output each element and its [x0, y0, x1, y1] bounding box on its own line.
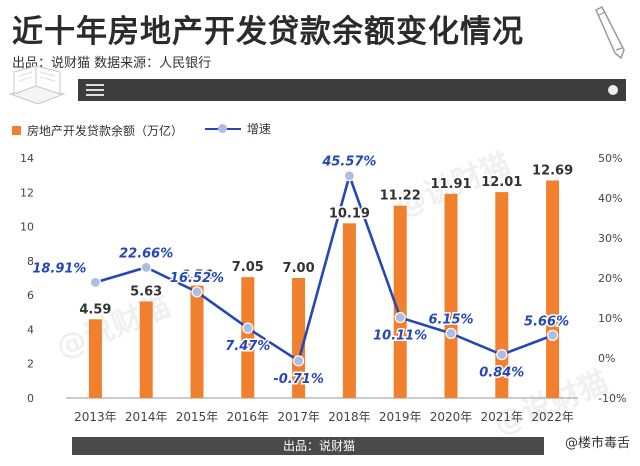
legend-label-line: 增速 [246, 122, 271, 136]
legend-item-line: 增速 [204, 120, 271, 137]
x-tick-label: 2017年 [277, 410, 320, 424]
bar [393, 205, 407, 398]
growth-line [95, 174, 554, 363]
x-tick-label: 2022年 [531, 410, 574, 424]
growth-point [445, 327, 457, 339]
bar [342, 223, 356, 398]
y-right-tick-label: 20% [598, 272, 622, 285]
x-tick-label: 2020年 [430, 410, 473, 424]
y-right-tick-label: 50% [598, 152, 622, 165]
growth-value-label: 5.66% [524, 314, 569, 329]
footer-credit: 出品：说财猫 [283, 439, 356, 453]
footer-bar [72, 437, 544, 455]
bar [292, 278, 306, 398]
bar [190, 285, 204, 398]
book-icon [8, 65, 66, 104]
y-left-tick-label: 8 [27, 255, 34, 268]
pencil-icon [595, 6, 625, 60]
bar-value-label: 10.19 [329, 206, 370, 221]
y-left-tick-label: 6 [27, 289, 34, 302]
growth-value-label: -0.71% [273, 372, 324, 387]
growth-value-label: 22.66% [119, 246, 173, 261]
y-left-tick-label: 4 [27, 323, 34, 336]
bar-value-label: 4.59 [79, 302, 111, 317]
growth-point [242, 322, 254, 334]
growth-point [191, 286, 203, 298]
bar-value-label: 7.05 [232, 260, 264, 275]
bar-value-label: 11.91 [430, 177, 471, 192]
y-right-tick-label: 40% [598, 192, 622, 205]
bar-value-label: 5.63 [130, 284, 162, 299]
x-tick-label: 2021年 [481, 410, 524, 424]
legend-item-bar: 房地产开发贷款余额（万亿） [12, 122, 183, 139]
x-tick-label: 2016年 [227, 410, 270, 424]
dot-icon [608, 85, 618, 95]
growth-point [546, 329, 559, 341]
y-right-tick-label: 0% [598, 352, 615, 365]
x-tick-label: 2019年 [379, 410, 422, 424]
growth-value-label: 16.52% [170, 271, 224, 286]
y-left-tick-label: 12 [20, 186, 34, 199]
growth-point [293, 355, 305, 367]
legend: 房地产开发贷款余额（万亿） 增速 [12, 120, 289, 139]
bar-value-label: 7.00 [283, 261, 315, 276]
y-left-tick-label: 2 [27, 358, 34, 371]
y-right-tick-label: 30% [598, 232, 622, 245]
bar [444, 193, 458, 398]
x-tick-label: 2015年 [176, 410, 219, 424]
x-tick-label: 2013年 [74, 410, 117, 424]
header-bar [78, 79, 626, 101]
growth-value-label: 10.11% [373, 329, 427, 344]
bar [495, 192, 509, 398]
x-tick-label: 2014年 [125, 410, 168, 424]
menu-icon [86, 84, 104, 96]
growth-value-label: 45.57% [321, 155, 376, 170]
bar-value-label: 12.01 [481, 175, 522, 190]
bar [546, 180, 560, 398]
source-tag: @楼市毒舌 [564, 436, 630, 451]
y-right-tick-label: 10% [598, 312, 622, 325]
growth-point [343, 170, 355, 182]
growth-point [140, 261, 152, 273]
chart-title: 近十年房地产开发贷款余额变化情况 [12, 14, 524, 50]
y-left-tick-label: 10 [20, 221, 34, 234]
growth-point [496, 349, 508, 361]
bar [139, 301, 153, 398]
growth-point [394, 311, 406, 324]
legend-swatch-bar [12, 125, 21, 135]
bar [88, 319, 102, 398]
chart-subtitle: 出品：说财猫 数据来源：人民银行 [12, 56, 212, 71]
bar-value-label: 6.56 [181, 269, 213, 284]
growth-value-label: 7.47% [225, 339, 270, 354]
bar [241, 277, 255, 398]
y-right-tick-label: -10% [598, 392, 626, 405]
legend-label-bar: 房地产开发贷款余额（万亿） [27, 123, 184, 138]
y-left-tick-label: 0 [27, 392, 34, 405]
bar-value-label: 12.69 [532, 163, 573, 178]
growth-value-label: 18.91% [32, 261, 86, 276]
growth-value-label: 0.84% [479, 366, 524, 381]
y-left-tick-label: 14 [20, 152, 34, 165]
legend-swatch-line [204, 123, 241, 135]
x-tick-label: 2018年 [328, 410, 371, 424]
growth-value-label: 6.15% [428, 312, 473, 327]
growth-point [89, 276, 102, 288]
bar-value-label: 11.22 [380, 189, 421, 204]
